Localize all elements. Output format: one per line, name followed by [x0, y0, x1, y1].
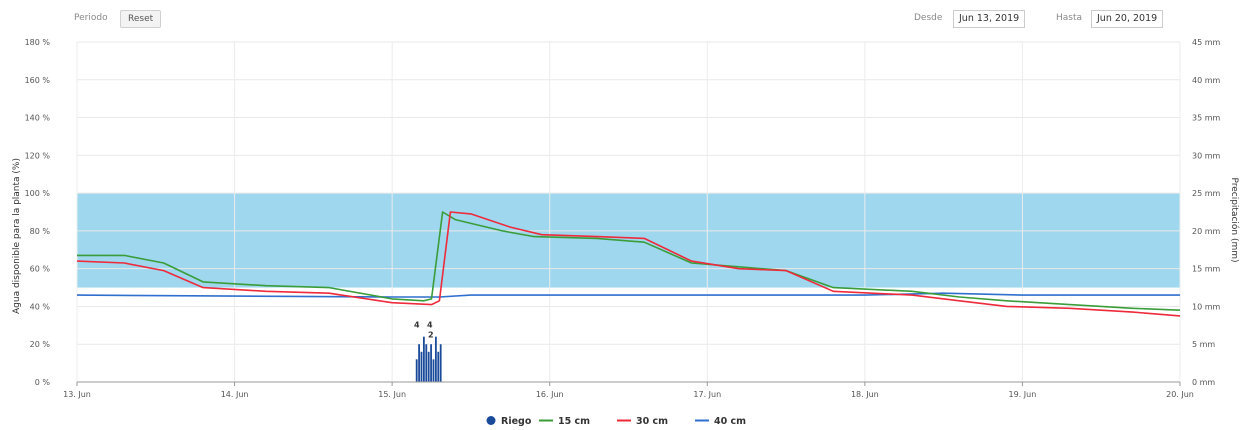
y-tick-label: 0 %: [35, 378, 51, 387]
to-date-input[interactable]: Jun 20, 2019: [1091, 10, 1164, 28]
y-tick-label: 60 %: [30, 265, 51, 274]
irrigation-bar: [422, 336, 425, 382]
y-axis-title: Agua disponible para la planta (%): [12, 158, 22, 314]
from-date-input[interactable]: Jun 13, 2019: [953, 10, 1026, 28]
y-tick-label: 140 %: [25, 114, 51, 123]
y2-tick-label: 20 mm: [1192, 227, 1221, 236]
irrigation-bar: [430, 344, 432, 382]
series-line-s30: [76, 211, 1181, 317]
x-tick-label: 16. Jun: [536, 390, 564, 399]
x-tick-label: 13. Jun: [63, 390, 91, 399]
y-tick-label: 160 %: [25, 76, 51, 85]
y-tick-label: 20 %: [30, 340, 51, 349]
y-tick-label: 180 %: [25, 38, 51, 47]
x-tick-label: 14. Jun: [221, 390, 249, 399]
x-tick-label: 19. Jun: [1009, 390, 1037, 399]
legend-marker-riego: [486, 416, 496, 425]
y-tick-label: 40 %: [30, 302, 51, 311]
irrigation-bar: [420, 351, 423, 382]
x-tick-label: 15. Jun: [378, 390, 406, 399]
legend: Riego 15 cm 30 cm 40 cm: [486, 416, 746, 427]
reset-button[interactable]: Reset: [120, 10, 162, 28]
irrigation-data-label: 4: [427, 321, 433, 330]
irrigation-bar: [439, 344, 442, 382]
legend-label-s30: 30 cm: [636, 416, 668, 427]
y-tick-label: 80 %: [30, 227, 51, 236]
y2-tick-label: 40 mm: [1192, 76, 1221, 85]
irrigation-bar: [415, 359, 418, 382]
x-tick-label: 18. Jun: [851, 390, 879, 399]
legend-label-riego: Riego: [501, 416, 532, 427]
y-tick-label: 120 %: [25, 151, 51, 160]
series-line-s15: [77, 211, 1181, 311]
y-tick-label: 100 %: [25, 189, 51, 198]
x-tick-label: 17. Jun: [693, 390, 721, 399]
irrigation-data-label: 4: [414, 321, 420, 330]
from-label: Desde: [914, 13, 943, 23]
irrigation-bar: [437, 351, 440, 382]
irrigation-data-label: 2: [428, 331, 434, 340]
legend-label-s15: 15 cm: [558, 416, 590, 427]
irrigation-bar: [434, 336, 437, 382]
period-label: Periodo: [74, 13, 108, 23]
y2-tick-label: 35 mm: [1192, 114, 1221, 123]
y2-tick-label: 0 mm: [1192, 378, 1215, 387]
to-label: Hasta: [1056, 13, 1083, 23]
y2-tick-label: 5 mm: [1192, 340, 1215, 349]
y2-tick-label: 45 mm: [1192, 38, 1221, 47]
x-tick-label: 20. Jun: [1166, 390, 1194, 399]
legend-label-s40: 40 cm: [714, 416, 746, 427]
irrigation-bar: [432, 359, 435, 382]
y2-tick-label: 10 mm: [1192, 302, 1221, 311]
irrigation-bar: [418, 344, 420, 382]
series-line-s40: [76, 292, 1180, 298]
y2-tick-label: 15 mm: [1192, 265, 1221, 274]
y2-axis-title: Precipitación (mm): [1229, 177, 1240, 262]
y2-tick-label: 25 mm: [1192, 189, 1221, 198]
irrigation-bar: [427, 351, 430, 382]
y2-tick-label: 30 mm: [1192, 151, 1221, 160]
irrigation-bar: [425, 344, 428, 382]
